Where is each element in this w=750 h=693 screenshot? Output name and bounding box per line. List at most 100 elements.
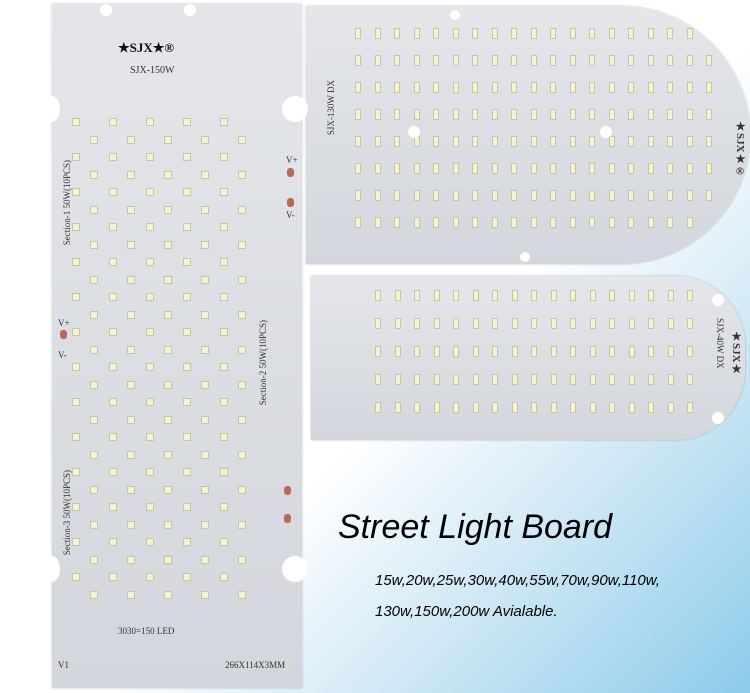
- led-chip: [550, 374, 557, 385]
- led-spec: 3030=150 LED: [118, 626, 175, 636]
- led-chip: [164, 205, 172, 214]
- led-chip: [220, 573, 228, 581]
- led-chip: [472, 136, 478, 147]
- led-chip: [109, 538, 117, 546]
- led-chip: [686, 163, 693, 174]
- led-chip: [238, 485, 246, 494]
- led-chip: [413, 109, 420, 120]
- led-chip: [413, 163, 420, 174]
- led-chip: [706, 55, 712, 66]
- led-chip: [706, 163, 712, 174]
- led-chip: [492, 318, 498, 329]
- led-chip: [164, 415, 172, 424]
- led-chip: [164, 520, 172, 529]
- led-chip: [628, 82, 634, 93]
- led-chip: [686, 217, 693, 228]
- led-chip: [127, 345, 135, 354]
- mounting-hole: [100, 4, 112, 16]
- led-chip: [109, 433, 117, 441]
- led-chip: [589, 82, 595, 93]
- led-chip: [183, 293, 191, 301]
- led-chip: [570, 346, 576, 357]
- led-chip: [433, 109, 439, 120]
- led-chip: [355, 82, 361, 93]
- led-chip: [472, 346, 479, 357]
- led-chip: [511, 55, 517, 66]
- led-chip: [550, 402, 557, 413]
- led-chip: [492, 290, 498, 301]
- led-chip: [531, 318, 537, 329]
- led-chip: [220, 363, 228, 371]
- led-chip: [183, 153, 191, 161]
- led-chip: [146, 363, 154, 371]
- led-chip: [511, 136, 517, 147]
- led-chip: [550, 346, 557, 357]
- led-chip: [531, 402, 537, 413]
- led-chip: [127, 310, 135, 319]
- led-chip: [413, 190, 420, 201]
- mounting-hole: [712, 294, 724, 306]
- led-chip: [72, 398, 80, 406]
- led-chip: [569, 55, 576, 66]
- led-chip: [146, 398, 154, 406]
- led-chip: [164, 310, 172, 319]
- led-chip: [550, 109, 556, 120]
- led-chip: [511, 28, 517, 39]
- led-chip: [394, 318, 401, 329]
- led-chip: [127, 275, 135, 284]
- led-chip: [550, 290, 557, 301]
- led-chip: [647, 163, 654, 174]
- led-chip: [109, 258, 117, 266]
- led-chip: [589, 217, 595, 228]
- led-chip: [164, 135, 172, 144]
- led-chip: [589, 163, 595, 174]
- led-chip: [72, 223, 80, 231]
- led-chip: [648, 346, 654, 357]
- led-chip: [530, 136, 537, 147]
- led-chip: [589, 136, 595, 147]
- led-chip: [355, 55, 361, 66]
- led-chip: [589, 402, 596, 413]
- led-chip: [109, 503, 117, 511]
- led-chip: [127, 520, 135, 529]
- led-chip: [201, 310, 209, 319]
- led-chip: [146, 258, 154, 266]
- led-chip: [647, 217, 654, 228]
- led-chip: [72, 153, 80, 161]
- led-chip: [433, 290, 440, 301]
- led-chip: [201, 205, 209, 214]
- led-chip: [90, 485, 98, 494]
- led-chip: [146, 118, 154, 126]
- led-chip: [238, 240, 246, 249]
- led-chip: [530, 55, 537, 66]
- led-chip: [183, 118, 191, 126]
- led-chip: [238, 345, 246, 354]
- led-chip: [667, 190, 673, 201]
- board-model: SJX-40W DX: [715, 318, 725, 369]
- led-chip: [90, 380, 98, 389]
- led-chip: [453, 318, 459, 329]
- led-chip: [201, 380, 209, 389]
- led-chip: [628, 290, 635, 301]
- led-chip: [628, 109, 634, 120]
- led-chip: [686, 109, 693, 120]
- led-chip: [374, 55, 381, 66]
- led-chip: [589, 374, 596, 385]
- led-chip: [72, 118, 80, 126]
- wattage-list: 130w,150w,200w Avialable.: [375, 603, 558, 620]
- led-chip: [109, 153, 117, 161]
- led-chip: [686, 190, 693, 201]
- led-chip: [609, 318, 615, 329]
- led-chip: [550, 55, 556, 66]
- led-chip: [183, 398, 191, 406]
- led-chip: [492, 346, 498, 357]
- led-chip: [530, 217, 537, 228]
- led-chip: [550, 136, 556, 147]
- led-chip: [394, 190, 400, 201]
- v-minus-label: V-: [286, 210, 295, 220]
- led-chip: [183, 433, 191, 441]
- led-chip: [667, 55, 673, 66]
- solder-pad: [284, 486, 291, 495]
- led-chip: [164, 485, 172, 494]
- led-chip: [201, 170, 209, 179]
